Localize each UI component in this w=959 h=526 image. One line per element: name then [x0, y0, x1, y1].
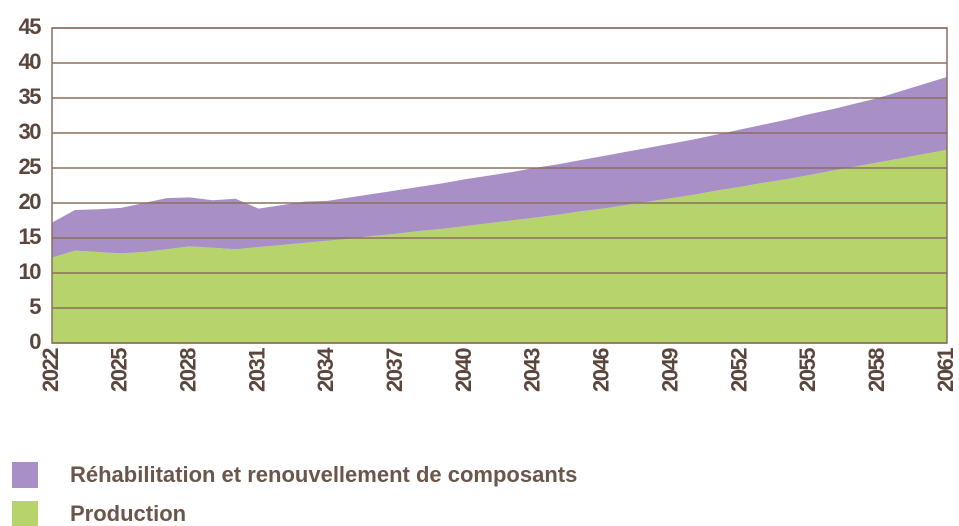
- legend-swatch: [12, 462, 38, 488]
- x-tick-label: 2055: [795, 348, 820, 392]
- x-tick-label: 2058: [864, 348, 889, 392]
- x-tick-label: 2022: [38, 348, 63, 392]
- y-tick-label: 5: [29, 294, 41, 319]
- y-tick-label: 40: [19, 49, 42, 74]
- x-tick-label: 2040: [451, 348, 476, 392]
- x-tick-label: 2028: [176, 348, 201, 392]
- y-tick-label: 20: [19, 189, 42, 214]
- y-tick-label: 35: [19, 84, 42, 109]
- x-tick-label: 2049: [657, 348, 682, 392]
- x-tick-label: 2037: [382, 348, 407, 392]
- y-tick-label: 10: [19, 259, 42, 284]
- x-tick-label: 2025: [107, 348, 132, 392]
- x-tick-label: 2046: [589, 348, 614, 392]
- legend-label: Réhabilitation et renouvellement de comp…: [70, 462, 577, 487]
- area: [52, 149, 947, 343]
- y-tick-label: 15: [19, 224, 42, 249]
- x-tick-label: 2031: [244, 348, 269, 392]
- y-tick-label: 25: [19, 154, 42, 179]
- x-tick-label: 2052: [726, 348, 751, 392]
- legend-label: Production: [70, 501, 186, 526]
- y-tick-label: 0: [29, 329, 41, 354]
- plot-frame: [51, 27, 948, 344]
- x-tick-label: 2034: [313, 347, 338, 392]
- y-tick-label: 45: [19, 14, 42, 39]
- area: [52, 77, 947, 258]
- x-tick-label: 2043: [520, 348, 545, 392]
- x-tick-label: 2061: [933, 348, 958, 392]
- legend-swatch: [12, 501, 38, 526]
- y-tick-label: 30: [19, 119, 42, 144]
